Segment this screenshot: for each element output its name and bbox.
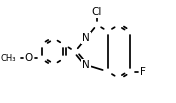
Text: N: N (82, 33, 90, 43)
Text: CH₃: CH₃ (1, 54, 16, 63)
Text: N: N (82, 60, 90, 70)
Text: F: F (140, 67, 146, 77)
Text: Cl: Cl (92, 7, 102, 17)
Text: O: O (25, 53, 33, 63)
